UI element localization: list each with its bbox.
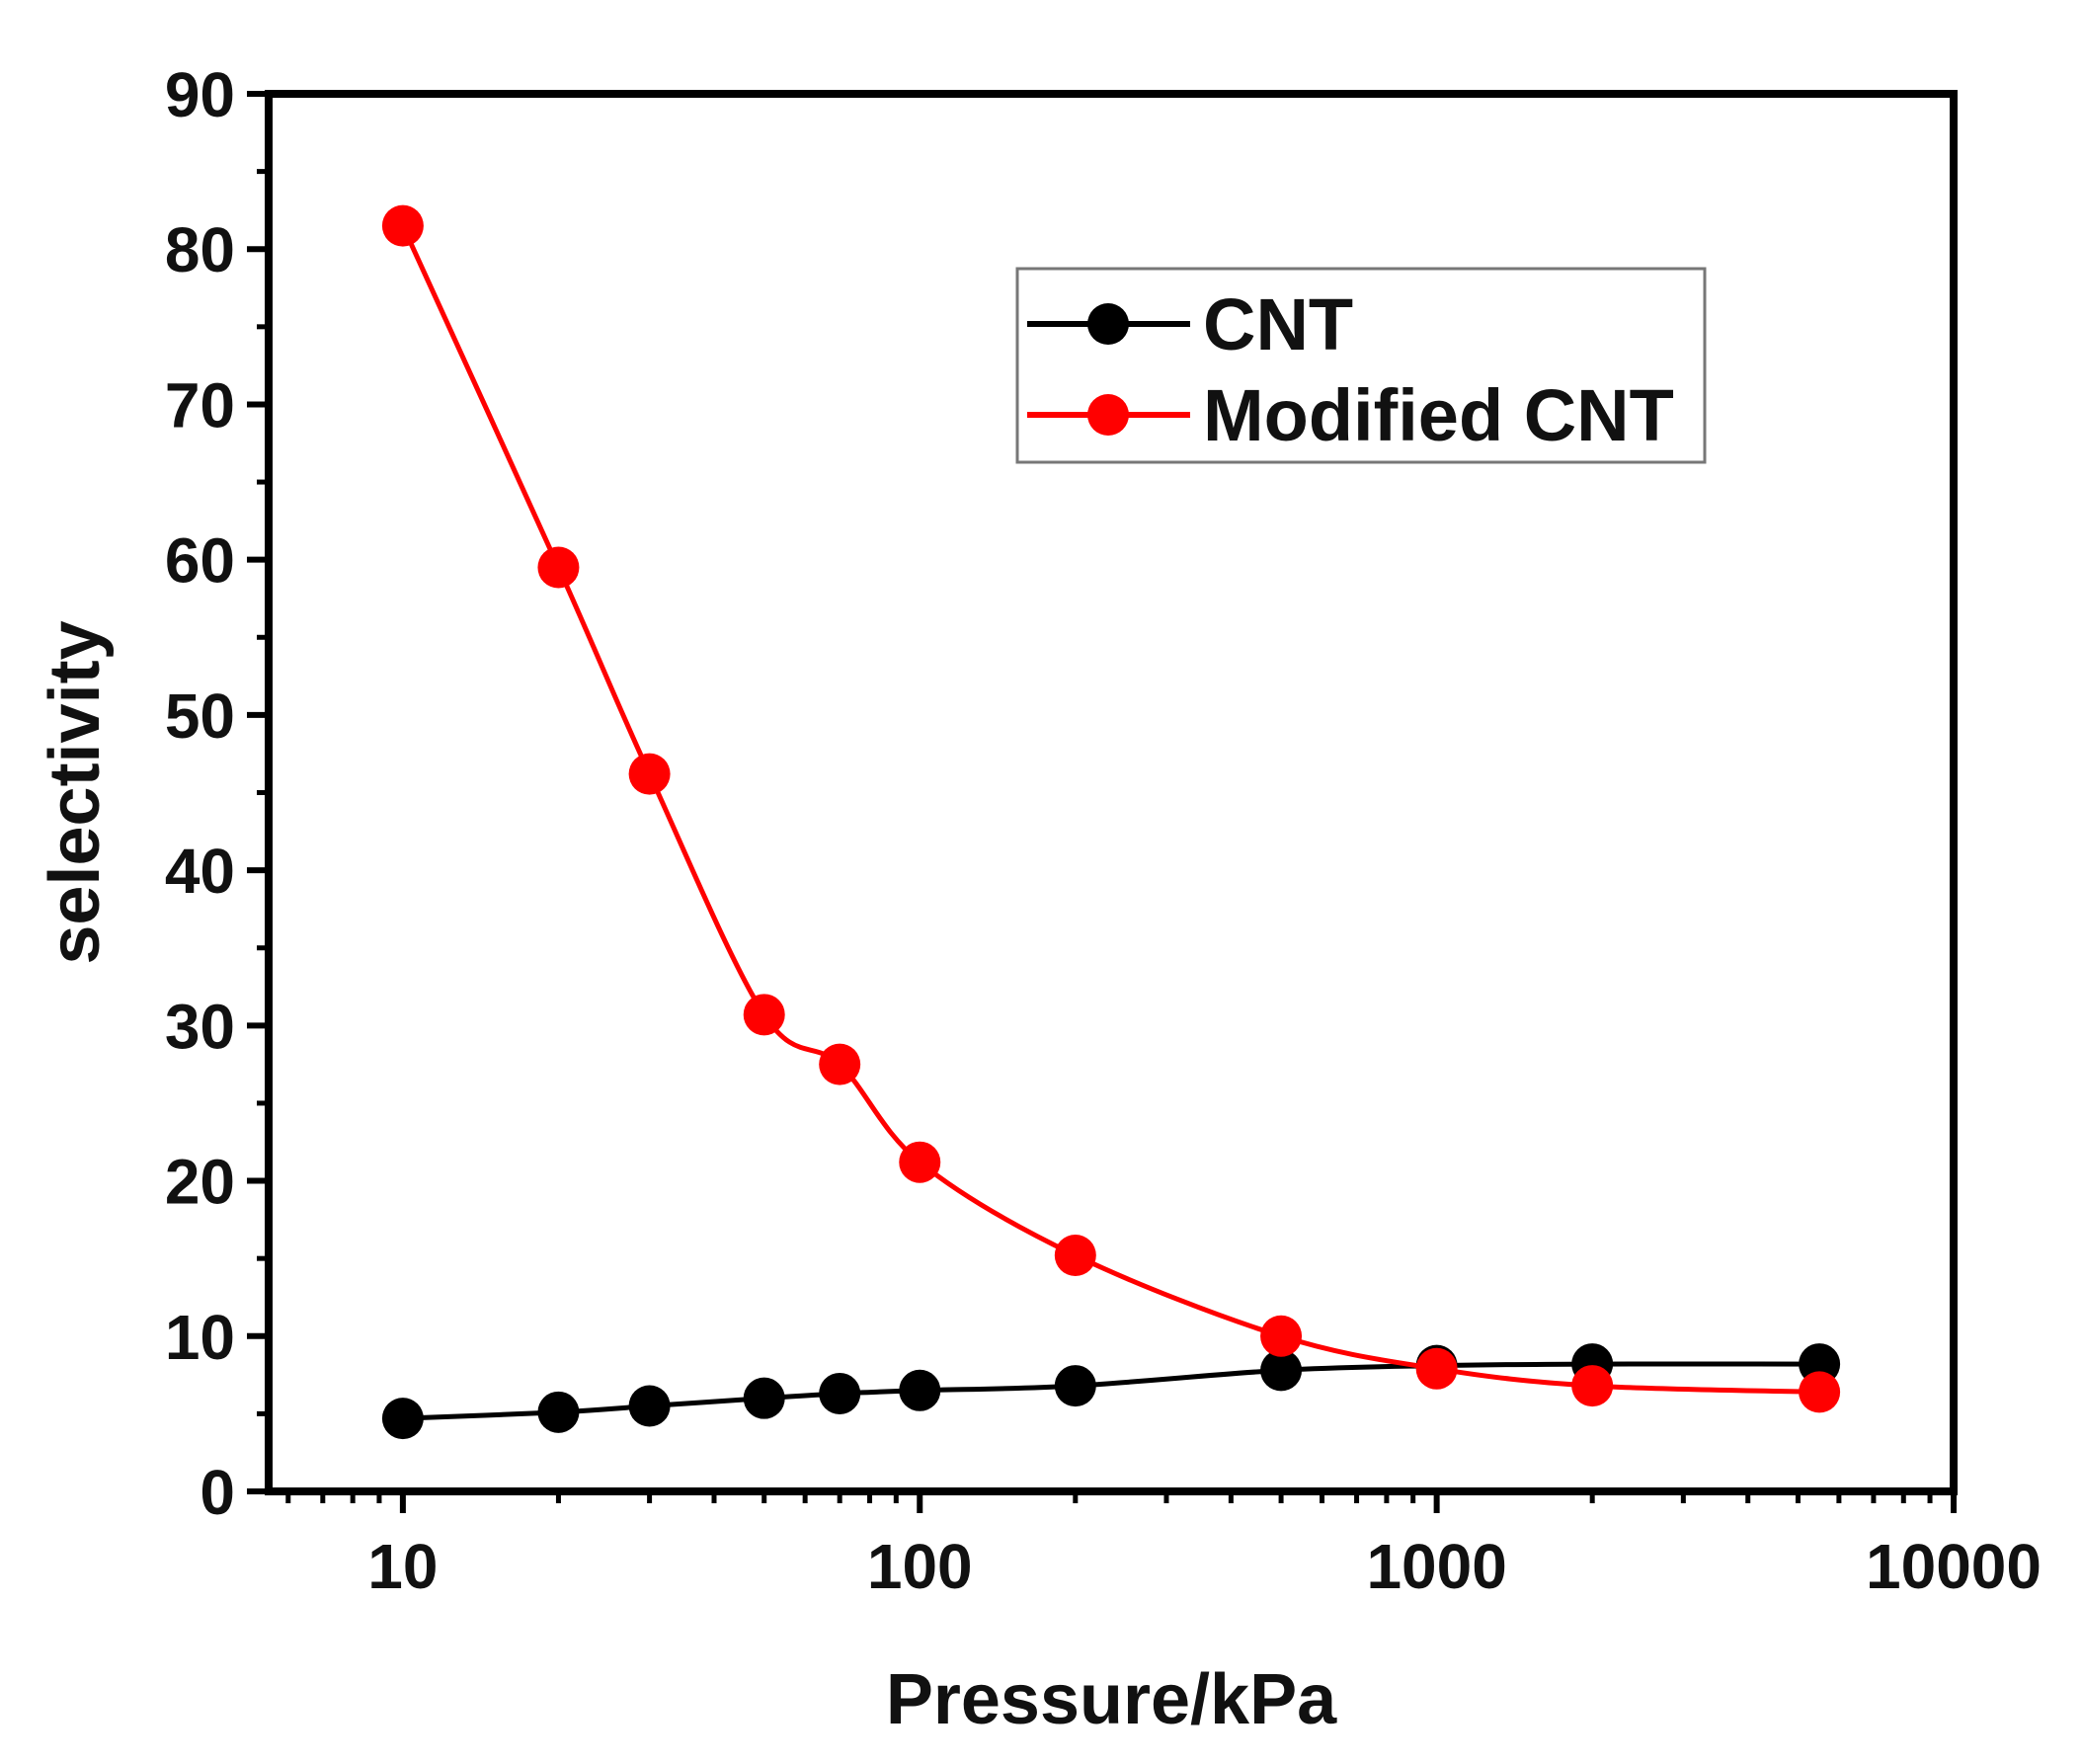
data-point-cnt (819, 1372, 861, 1414)
y-tick-label: 20 (165, 1147, 235, 1218)
data-point-modified-cnt (1054, 1235, 1096, 1277)
data-point-modified-cnt (1260, 1315, 1303, 1357)
y-tick-label: 70 (165, 369, 235, 441)
x-tick-label: 10000 (1866, 1531, 2042, 1602)
data-point-cnt (743, 1377, 785, 1419)
legend-label-cnt: CNT (1203, 283, 1353, 365)
data-point-modified-cnt (381, 204, 424, 247)
legend-box (1015, 267, 1707, 464)
x-axis-title: Pressure/kPa (886, 1660, 1337, 1739)
x-tick-labels: 10 100 1000 10000 (367, 1531, 2042, 1602)
legend-label-modified-cnt: Modified CNT (1203, 374, 1674, 456)
x-tick-label: 1000 (1366, 1531, 1506, 1602)
y-tick-label: 40 (165, 836, 235, 907)
x-tick-label: 10 (367, 1531, 438, 1602)
data-point-modified-cnt (899, 1141, 941, 1183)
y-axis-title: selectivity (36, 620, 115, 964)
y-tick-label: 0 (200, 1457, 235, 1528)
data-point-modified-cnt (537, 546, 580, 589)
legend: CNT Modified CNT (1015, 267, 1707, 464)
data-point-modified-cnt (819, 1043, 861, 1085)
major-ticks (247, 91, 1957, 1513)
minor-ticks (257, 169, 1933, 1503)
data-point-modified-cnt (628, 753, 671, 795)
data-point-cnt (1054, 1365, 1096, 1407)
y-tick-label: 60 (165, 525, 235, 597)
data-point-modified-cnt (743, 994, 785, 1036)
data-point-cnt (899, 1369, 941, 1411)
series-layer (381, 204, 1841, 1440)
data-point-modified-cnt (1415, 1347, 1458, 1390)
x-tick-label: 100 (867, 1531, 973, 1602)
y-tick-label: 90 (165, 59, 235, 130)
data-point-cnt (1260, 1349, 1303, 1392)
legend-marker-modified-cnt (1087, 394, 1129, 436)
data-point-modified-cnt (1799, 1371, 1841, 1413)
y-tick-label: 10 (165, 1302, 235, 1373)
data-point-cnt (537, 1391, 580, 1433)
y-tick-label: 50 (165, 681, 235, 752)
y-tick-label: 80 (165, 214, 235, 285)
y-tick-labels: 0 10 20 30 40 50 60 70 80 90 (165, 59, 235, 1528)
series-line-modified-cnt (400, 224, 1820, 1395)
data-point-modified-cnt (1571, 1365, 1614, 1407)
data-point-cnt (628, 1385, 671, 1427)
legend-marker-cnt (1087, 303, 1129, 345)
data-point-cnt (381, 1398, 424, 1440)
y-tick-label: 30 (165, 991, 235, 1062)
